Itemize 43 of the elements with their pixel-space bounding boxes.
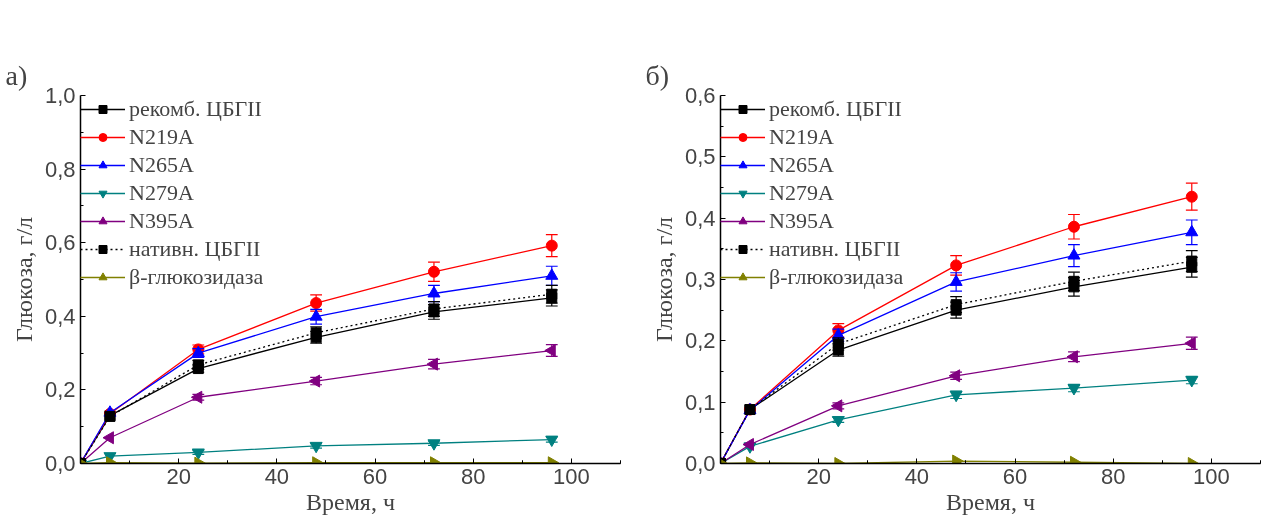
legend-label: нативн. ЦБГII xyxy=(129,235,261,263)
x-tick-label: 100 xyxy=(553,463,590,489)
x-tick-label: 60 xyxy=(362,463,388,489)
y-tick-label: 0,2 xyxy=(44,377,76,403)
y-tick-label: 0,6 xyxy=(44,230,76,256)
x-tick-label: 40 xyxy=(904,463,930,489)
y-tick-label: 0,0 xyxy=(684,451,716,476)
x-tick-label: 20 xyxy=(166,463,191,489)
chart-title: а) xyxy=(5,59,28,91)
x-tick-label: 80 xyxy=(460,463,486,489)
legend-label: N265A xyxy=(769,151,834,179)
legend-label: N395A xyxy=(129,207,194,235)
y-tick-label: 0,8 xyxy=(44,156,76,182)
y-tick-label: 0,4 xyxy=(684,205,716,231)
y-tick-label: 0,2 xyxy=(684,328,716,354)
y-tick-label: 0,6 xyxy=(684,83,716,108)
y-tick-label: 1,0 xyxy=(44,83,76,108)
legend-label: β-глюкозидаза xyxy=(769,263,904,291)
x-tick-label: 60 xyxy=(1002,463,1028,489)
y-tick-label: 0,0 xyxy=(44,451,76,476)
legend-label: N395A xyxy=(769,207,834,235)
legend-label: рекомб. ЦБГII xyxy=(129,95,262,123)
y-tick-label: 0,1 xyxy=(684,389,716,415)
x-tick-label: 20 xyxy=(806,463,831,489)
chart-title: б) xyxy=(645,59,670,91)
x-axis-title: Время, ч xyxy=(306,488,395,515)
legend-label: β-глюкозидаза xyxy=(129,263,264,291)
x-tick-label: 100 xyxy=(1193,463,1230,489)
y-tick-label: 0,3 xyxy=(684,267,716,292)
legend-label: N279A xyxy=(129,179,194,207)
y-axis-title: Глюкоза, г/л xyxy=(650,216,677,343)
legend-label: N219A xyxy=(129,123,194,151)
x-tick-label: 40 xyxy=(264,463,290,489)
y-tick-label: 0,4 xyxy=(44,303,76,329)
legend-label: нативн. ЦБГII xyxy=(769,235,901,263)
legend-label: рекомб. ЦБГII xyxy=(769,95,902,123)
y-tick-label: 0,5 xyxy=(684,144,716,170)
x-tick-label: 80 xyxy=(1100,463,1126,489)
legend-label: N279A xyxy=(769,179,834,207)
x-axis-title: Время, ч xyxy=(946,488,1035,515)
legend-label: N219A xyxy=(769,123,834,151)
legend-label: N265A xyxy=(129,151,194,179)
y-axis-title: Глюкоза, г/л xyxy=(10,216,37,343)
